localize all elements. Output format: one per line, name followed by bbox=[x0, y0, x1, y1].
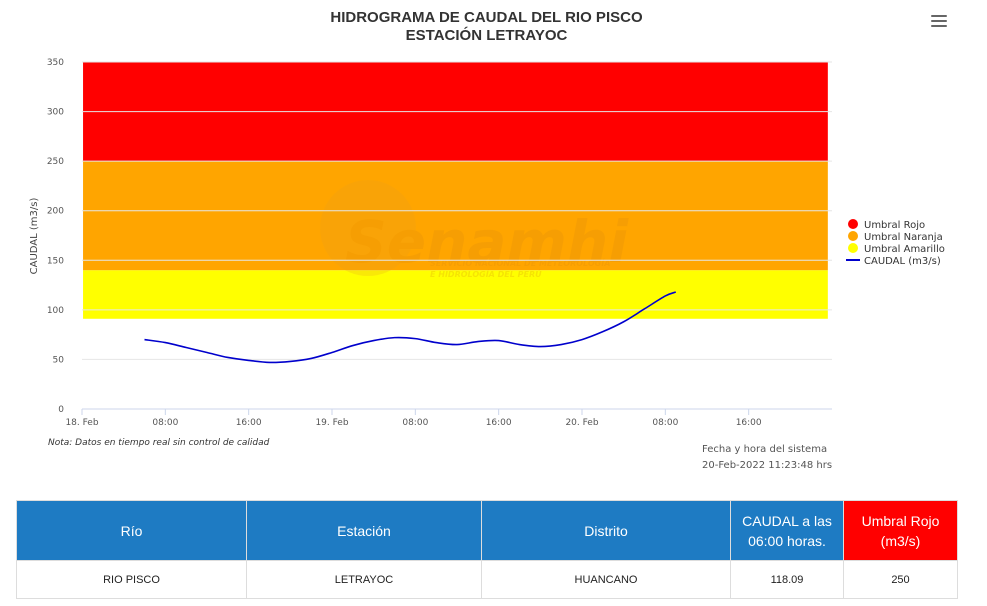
x-tick-label: 08:00 bbox=[402, 418, 428, 428]
hamburger-menu-icon[interactable] bbox=[931, 15, 947, 27]
legend-marker bbox=[848, 243, 858, 253]
cell-caudal: 118.09 bbox=[730, 560, 844, 599]
header-caudal: CAUDAL a las 06:00 horas. bbox=[730, 500, 844, 561]
x-tick-label: 08:00 bbox=[652, 418, 678, 428]
hydrograph-chart: Senamhi SERVICIO NACIONAL DE METEOROLOGÍ… bbox=[29, 58, 945, 428]
x-tick-label: 20. Feb bbox=[565, 418, 598, 428]
series-line-caudal bbox=[144, 291, 677, 364]
x-tick-label: 16:00 bbox=[236, 418, 262, 428]
y-tick-label: 100 bbox=[47, 306, 64, 316]
legend-label: Umbral Amarillo bbox=[864, 244, 945, 255]
data-quality-note: Nota: Datos en tiempo real sin control d… bbox=[48, 438, 270, 448]
x-tick-label: 19. Feb bbox=[315, 418, 348, 428]
y-tick-label: 150 bbox=[47, 256, 64, 266]
sun-logo-icon bbox=[320, 180, 416, 276]
threshold-band-umbral-naranja bbox=[83, 161, 828, 271]
header-distrito: Distrito bbox=[481, 500, 731, 561]
x-tick-label: 18. Feb bbox=[65, 418, 98, 428]
x-tick-label: 16:00 bbox=[736, 418, 762, 428]
legend-label: Umbral Naranja bbox=[864, 232, 943, 243]
chart-title-line2: ESTACIÓN LETRAYOC bbox=[405, 27, 568, 44]
y-tick-label: 250 bbox=[47, 157, 64, 167]
chart-title-line1: HIDROGRAMA DE CAUDAL DEL RIO PISCO bbox=[330, 9, 643, 26]
watermark-brand: Senamhi bbox=[345, 208, 629, 276]
legend-marker bbox=[848, 219, 858, 229]
legend-marker bbox=[848, 231, 858, 241]
x-tick-label: 08:00 bbox=[152, 418, 178, 428]
cell-estacion: LETRAYOC bbox=[246, 560, 482, 599]
y-tick-label: 200 bbox=[47, 207, 64, 217]
chart-title: HIDROGRAMA DE CAUDAL DEL RIO PISCO ESTAC… bbox=[0, 9, 973, 45]
table-row: RIO PISCO LETRAYOC HUANCANO 118.09 250 bbox=[16, 560, 958, 599]
y-axis-label: CAUDAL (m3/s) bbox=[29, 198, 40, 275]
header-umbral-rojo: Umbral Rojo (m3/s) bbox=[843, 500, 958, 561]
cell-distrito: HUANCANO bbox=[481, 560, 731, 599]
system-time: Fecha y hora del sistema 20-Feb-2022 11:… bbox=[702, 442, 832, 474]
y-tick-label: 300 bbox=[47, 108, 64, 118]
y-tick-label: 50 bbox=[53, 355, 65, 365]
table-header-row: Río Estación Distrito CAUDAL a las 06:00… bbox=[16, 500, 958, 561]
legend-label: CAUDAL (m3/s) bbox=[864, 256, 941, 267]
system-time-value: 20-Feb-2022 11:23:48 hrs bbox=[702, 460, 833, 471]
header-estacion: Estación bbox=[246, 500, 482, 561]
watermark-line2: E HIDROLOGÍA DEL PERÚ bbox=[430, 268, 542, 279]
x-tick-label: 16:00 bbox=[486, 418, 512, 428]
legend-label: Umbral Rojo bbox=[864, 220, 925, 231]
watermark-line1: SERVICIO NACIONAL DE METEOROLOGÍA bbox=[430, 257, 610, 268]
system-time-label: Fecha y hora del sistema bbox=[702, 444, 828, 455]
senamhi-watermark: Senamhi SERVICIO NACIONAL DE METEOROLOGÍ… bbox=[320, 180, 629, 279]
y-tick-label: 350 bbox=[47, 58, 64, 68]
y-tick-label: 0 bbox=[58, 405, 64, 415]
cell-rio: RIO PISCO bbox=[16, 560, 247, 599]
threshold-band-umbral-amarillo bbox=[83, 270, 828, 319]
cell-umbral: 250 bbox=[843, 560, 958, 599]
station-info-table: Río Estación Distrito CAUDAL a las 06:00… bbox=[16, 500, 958, 599]
header-rio: Río bbox=[16, 500, 247, 561]
